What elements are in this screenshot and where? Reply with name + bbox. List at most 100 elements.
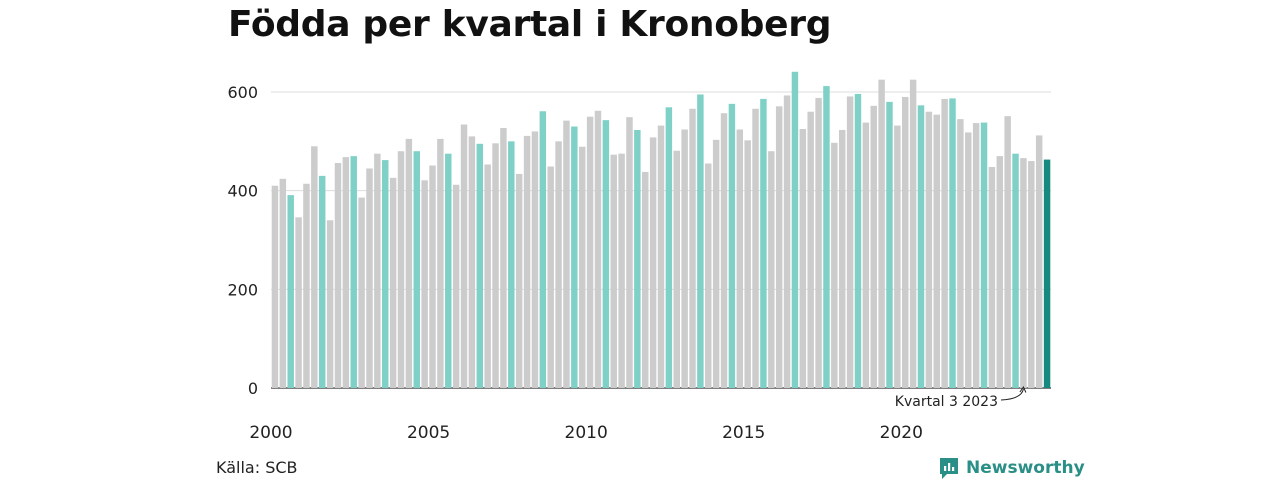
x-tick-label: 2010 <box>565 423 608 443</box>
bar <box>547 166 554 388</box>
bar <box>799 129 807 388</box>
bar <box>665 107 673 388</box>
bar <box>389 177 397 388</box>
annotation: Kvartal 3 2023 <box>895 385 1027 410</box>
bar <box>838 129 846 389</box>
bar <box>421 180 428 388</box>
bar <box>768 151 775 388</box>
bar <box>965 132 972 388</box>
newsworthy-logo-icon <box>940 458 958 479</box>
bar <box>476 143 484 388</box>
bar <box>358 197 365 388</box>
bar <box>1004 116 1011 389</box>
bar <box>775 106 783 388</box>
bar <box>397 151 405 388</box>
bar <box>846 96 854 388</box>
bar <box>933 114 940 388</box>
bar <box>980 122 988 388</box>
bar <box>326 220 334 388</box>
bar <box>720 113 728 389</box>
bar <box>902 96 909 389</box>
bar <box>649 137 657 388</box>
bar <box>673 150 680 388</box>
bar <box>460 124 468 388</box>
bar <box>870 105 877 388</box>
bar <box>712 139 720 388</box>
bar <box>523 135 531 388</box>
bar <box>807 111 814 388</box>
bar <box>909 79 917 389</box>
y-tick-label: 0 <box>248 379 258 398</box>
chart-title: Födda per kvartal i Kronoberg <box>228 4 832 45</box>
bar <box>350 156 357 388</box>
annotation-arrowhead <box>1019 385 1027 393</box>
bar <box>878 79 885 389</box>
bar <box>886 101 893 389</box>
bar <box>1020 158 1027 388</box>
x-tick-label: 2005 <box>407 423 450 443</box>
bar <box>484 164 491 388</box>
bar <box>271 185 279 388</box>
bar <box>862 122 870 388</box>
bar <box>555 141 562 388</box>
bar <box>681 129 688 389</box>
bar <box>626 117 633 388</box>
bar <box>854 93 862 388</box>
bar <box>752 108 759 389</box>
bar <box>1043 159 1051 388</box>
bar <box>437 138 444 388</box>
bar <box>295 217 302 388</box>
y-tick-label: 400 <box>227 182 258 201</box>
bar <box>563 120 570 389</box>
bar <box>492 143 499 388</box>
bar <box>894 125 901 389</box>
bar <box>815 97 822 389</box>
bar <box>972 123 980 388</box>
bar <box>602 120 610 389</box>
bar <box>634 129 641 389</box>
bar <box>618 153 625 388</box>
bar <box>949 98 956 388</box>
bar <box>539 111 547 389</box>
bar <box>334 163 342 388</box>
annotation-label: Kvartal 3 2023 <box>895 394 998 410</box>
bar <box>823 86 830 388</box>
bar <box>508 141 515 388</box>
bar <box>445 153 452 388</box>
bar <box>287 195 294 388</box>
bar <box>318 175 326 388</box>
y-tick-label: 600 <box>227 83 258 102</box>
bar <box>578 146 586 388</box>
bar <box>610 154 617 388</box>
bar <box>531 131 539 388</box>
bar <box>760 98 767 388</box>
x-axis-ticks: 2000 2005 2010 2015 2020 <box>249 423 923 443</box>
bar <box>452 184 460 388</box>
source-label: Källa: SCB <box>216 458 298 477</box>
bar <box>657 125 665 389</box>
bar <box>917 105 925 388</box>
bar <box>988 166 996 388</box>
bar <box>366 168 373 388</box>
newsworthy-logo-text: Newsworthy <box>966 458 1085 478</box>
bar <box>689 108 696 389</box>
y-axis-ticks: 0 200 400 600 <box>227 83 258 398</box>
bar <box>705 163 712 388</box>
bar <box>1028 161 1035 388</box>
bar <box>405 138 413 388</box>
bar <box>1012 153 1019 388</box>
bar <box>342 157 350 388</box>
bar <box>303 183 310 388</box>
bar <box>279 178 287 388</box>
bar <box>642 171 649 388</box>
bar <box>831 142 838 388</box>
bar <box>783 95 791 388</box>
bar <box>311 146 318 388</box>
x-tick-label: 2000 <box>249 423 292 443</box>
annotation-arrow <box>1000 388 1024 401</box>
bar <box>957 119 964 388</box>
bar <box>996 156 1004 388</box>
bar <box>413 151 420 388</box>
y-tick-label: 200 <box>227 280 258 299</box>
bar <box>382 160 389 388</box>
